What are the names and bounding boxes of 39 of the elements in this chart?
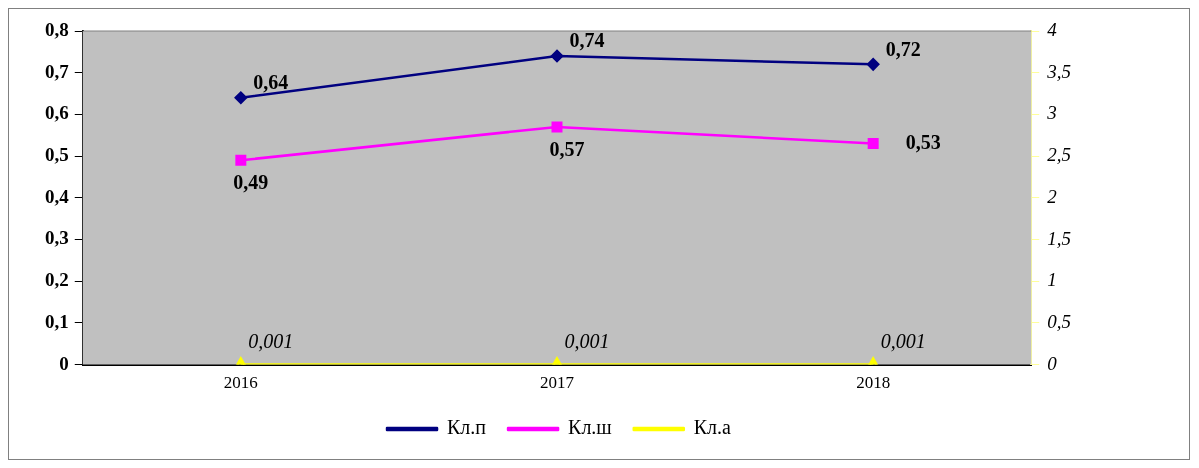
- x-tick-label: 2016: [223, 373, 258, 393]
- legend-label: Кл.ш: [568, 416, 613, 439]
- y2-tick-label: 4: [1047, 19, 1058, 40]
- y-tick-label: 0: [59, 352, 69, 374]
- legend-label: Кл.а: [693, 416, 732, 439]
- y2-tick-label: 3: [1046, 102, 1057, 124]
- y2-tick-label: 2,5: [1047, 144, 1071, 166]
- y-tick-label: 0,4: [45, 185, 70, 207]
- data-label: 0,001: [564, 329, 610, 352]
- y-tick-label: 0,7: [45, 60, 70, 82]
- y2-tick-label: 0: [1047, 352, 1058, 374]
- y2-tick-label: 1: [1047, 269, 1057, 291]
- y-tick-label: 0,5: [45, 144, 69, 166]
- x-tick-label: 2017: [540, 373, 575, 393]
- data-label: 0,49: [233, 171, 269, 194]
- point: [235, 154, 247, 166]
- point: [551, 121, 563, 133]
- data-label: 0,74: [569, 29, 605, 52]
- y-tick-label: 0,6: [45, 102, 69, 124]
- data-label: 0,001: [880, 329, 926, 352]
- y-tick-label: 0,1: [45, 310, 69, 332]
- point: [867, 138, 879, 150]
- x-tick-label: 2018: [856, 373, 891, 393]
- data-label: 0,64: [253, 70, 289, 93]
- y-tick-label: 0,8: [45, 18, 69, 40]
- point: [550, 49, 564, 63]
- y2-tick-label: 1,5: [1047, 227, 1071, 249]
- y-tick-label: 0,2: [45, 269, 69, 291]
- point: [866, 58, 880, 71]
- data-label: 0,72: [885, 37, 921, 60]
- y2-tick-label: 2: [1047, 185, 1058, 207]
- y-tick-label: 0,3: [45, 227, 69, 249]
- data-label: 0,001: [248, 329, 294, 352]
- y2-tick-label: 3,5: [1046, 60, 1071, 82]
- y2-tick-label: 0,5: [1047, 310, 1071, 332]
- data-label: 0,53: [905, 130, 941, 153]
- data-label: 0,57: [549, 138, 585, 161]
- point: [234, 91, 248, 104]
- legend-label: Кл.п: [447, 416, 487, 439]
